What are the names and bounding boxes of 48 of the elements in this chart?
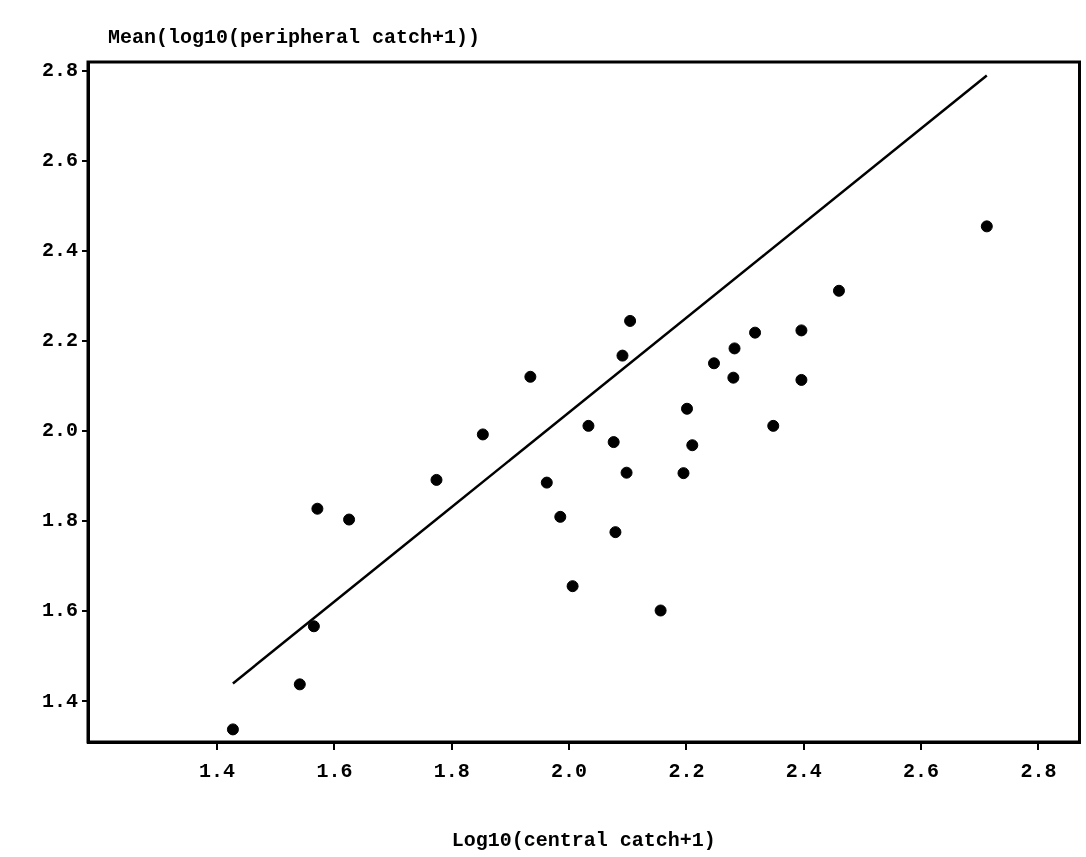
- point: [430, 473, 443, 486]
- y-tick-label: 2.6: [41, 149, 78, 173]
- y-tick-label: 2.8: [41, 59, 78, 83]
- point: [681, 402, 694, 415]
- point: [554, 510, 567, 523]
- point: [582, 419, 595, 432]
- point: [749, 326, 762, 339]
- x-tick-label: 2.0: [551, 760, 588, 784]
- point: [540, 476, 553, 489]
- point: [707, 357, 720, 370]
- point: [607, 436, 620, 449]
- x-tick-label: 1.8: [433, 760, 470, 784]
- point: [728, 342, 741, 355]
- x-tick-label: 2.6: [903, 760, 940, 784]
- point: [566, 580, 579, 593]
- x-tick-label: 2.2: [668, 760, 705, 784]
- point: [795, 324, 808, 337]
- point: [832, 284, 845, 297]
- point: [307, 620, 320, 633]
- y-tick-label: 1.6: [41, 599, 78, 623]
- y-axis-title: Mean(log10(peripheral catch+1)): [108, 26, 481, 50]
- point: [677, 467, 690, 480]
- point: [686, 439, 699, 452]
- point: [293, 678, 306, 691]
- y-tick-label: 2.4: [41, 239, 78, 263]
- point: [727, 371, 740, 384]
- y-tick-label: 2.2: [41, 329, 78, 353]
- y-tick-label: 1.4: [41, 689, 78, 713]
- point: [767, 419, 780, 432]
- point: [609, 526, 622, 539]
- point: [980, 220, 993, 233]
- y-tick-label: 2.0: [41, 419, 78, 443]
- point: [226, 723, 239, 736]
- point: [624, 314, 637, 327]
- point: [620, 466, 633, 479]
- point: [343, 513, 356, 526]
- point: [524, 370, 537, 383]
- x-tick-label: 1.4: [199, 760, 236, 784]
- point: [795, 373, 808, 386]
- point: [616, 349, 629, 362]
- x-tick-label: 2.4: [785, 760, 822, 784]
- point: [311, 502, 324, 515]
- x-axis-title: Log10(central catch+1): [451, 829, 716, 853]
- x-tick-label: 1.6: [316, 760, 353, 784]
- x-tick-label: 2.8: [1020, 760, 1057, 784]
- point: [654, 604, 667, 617]
- point: [476, 428, 489, 441]
- y-tick-label: 1.8: [41, 509, 78, 533]
